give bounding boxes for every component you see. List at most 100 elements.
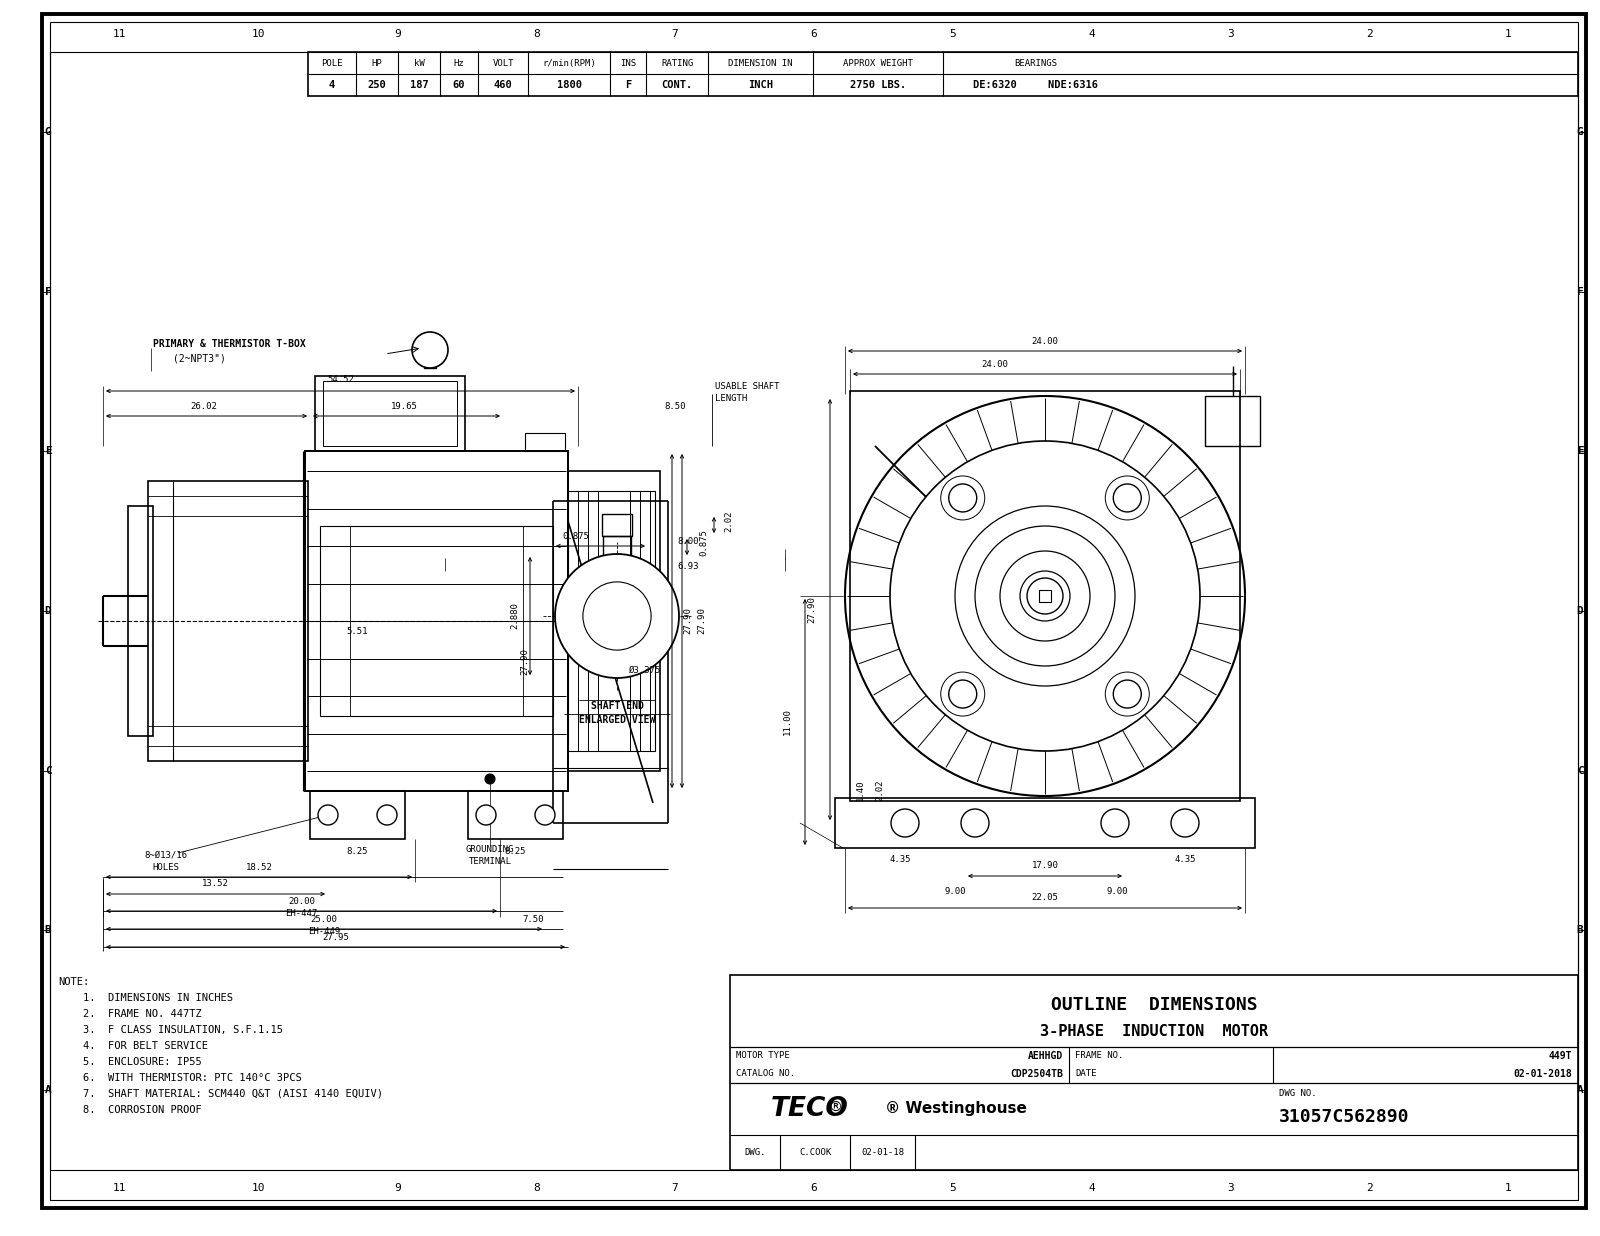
Bar — [424, 358, 437, 368]
Text: C: C — [1576, 766, 1584, 776]
Text: 4.35: 4.35 — [890, 855, 910, 864]
Text: F: F — [626, 80, 630, 90]
Text: 9.00: 9.00 — [944, 887, 966, 896]
Text: kW: kW — [414, 58, 424, 68]
Text: USABLE SHAFT: USABLE SHAFT — [715, 382, 779, 391]
Text: AEHHGD: AEHHGD — [1027, 1051, 1064, 1060]
Text: 3.  F CLASS INSULATION, S.F.1.15: 3. F CLASS INSULATION, S.F.1.15 — [58, 1025, 283, 1035]
Circle shape — [962, 810, 989, 837]
Text: 9: 9 — [394, 1183, 400, 1193]
Text: HOLES: HOLES — [152, 863, 179, 871]
Bar — [469, 791, 563, 839]
Bar — [568, 491, 654, 751]
Text: ® Westinghouse: ® Westinghouse — [885, 1101, 1027, 1116]
Text: F: F — [1576, 287, 1584, 297]
Text: 1800: 1800 — [557, 80, 581, 90]
Text: CATALOG NO.: CATALOG NO. — [736, 1069, 795, 1079]
Circle shape — [413, 332, 448, 368]
Text: 31057C562890: 31057C562890 — [1278, 1107, 1410, 1126]
Bar — [835, 798, 1254, 848]
Text: ENLARGED VIEW: ENLARGED VIEW — [579, 714, 654, 726]
Text: 9.00: 9.00 — [1106, 887, 1128, 896]
Text: VOLT: VOLT — [493, 58, 514, 68]
Text: 3: 3 — [1227, 1183, 1234, 1193]
Text: 17.90: 17.90 — [1032, 861, 1059, 870]
Text: B: B — [1576, 926, 1584, 936]
Text: D: D — [1576, 606, 1584, 616]
Text: 24.00: 24.00 — [981, 360, 1008, 368]
Text: E: E — [45, 446, 51, 456]
Text: OUTLINE  DIMENSIONS: OUTLINE DIMENSIONS — [1051, 996, 1258, 1014]
Text: CDP2504TB: CDP2504TB — [1010, 1069, 1064, 1079]
Circle shape — [1027, 578, 1062, 614]
Bar — [309, 52, 1578, 96]
Text: 54.52: 54.52 — [326, 375, 354, 383]
Text: FRAME NO.: FRAME NO. — [1075, 1052, 1123, 1060]
Text: 5.51: 5.51 — [347, 627, 368, 635]
Text: HP: HP — [371, 58, 382, 68]
Text: 4: 4 — [1088, 1183, 1094, 1193]
Text: 4.  FOR BELT SERVICE: 4. FOR BELT SERVICE — [58, 1041, 208, 1051]
Text: 1.  DIMENSIONS IN INCHES: 1. DIMENSIONS IN INCHES — [58, 993, 234, 1002]
Text: Hz: Hz — [454, 58, 464, 68]
Text: C.COOK: C.COOK — [798, 1148, 830, 1157]
Circle shape — [485, 774, 494, 784]
Text: TERMINAL: TERMINAL — [469, 857, 512, 865]
Text: PRIMARY & THERMISTOR T-BOX: PRIMARY & THERMISTOR T-BOX — [154, 339, 306, 349]
Circle shape — [1114, 485, 1141, 512]
Text: 3-PHASE  INDUCTION  MOTOR: 3-PHASE INDUCTION MOTOR — [1040, 1023, 1269, 1038]
Bar — [128, 506, 154, 735]
Text: 27.90: 27.90 — [683, 608, 693, 634]
Text: 27.90: 27.90 — [698, 608, 707, 634]
Text: INCH: INCH — [749, 80, 773, 90]
Text: 2: 2 — [1366, 28, 1373, 40]
Bar — [603, 536, 630, 557]
Bar — [306, 451, 568, 791]
Text: DWG NO.: DWG NO. — [1278, 1089, 1317, 1098]
Text: 5: 5 — [949, 1183, 957, 1193]
Text: B: B — [45, 926, 51, 936]
Text: 7.50: 7.50 — [522, 915, 544, 923]
Circle shape — [891, 810, 918, 837]
Text: G: G — [1576, 127, 1584, 137]
Text: NOTE:: NOTE: — [58, 976, 90, 988]
Text: 1: 1 — [1506, 1183, 1512, 1193]
Text: 460: 460 — [494, 80, 512, 90]
Bar — [602, 514, 632, 536]
Text: 2.02: 2.02 — [875, 779, 885, 801]
Text: 2750 LBS.: 2750 LBS. — [850, 80, 906, 90]
Text: POLE: POLE — [322, 58, 342, 68]
Text: 8.25: 8.25 — [504, 847, 526, 855]
Text: 22.05: 22.05 — [1032, 894, 1059, 902]
Text: 11.00: 11.00 — [782, 708, 792, 735]
Text: 7: 7 — [672, 28, 678, 40]
Text: 10: 10 — [251, 1183, 266, 1193]
Text: 2.880: 2.880 — [510, 603, 520, 629]
Text: 13.52: 13.52 — [202, 880, 229, 889]
Bar — [525, 433, 565, 451]
Text: 4: 4 — [330, 80, 334, 90]
Text: 11: 11 — [112, 28, 126, 40]
Text: 0.875: 0.875 — [563, 531, 589, 540]
Text: GROUNDING: GROUNDING — [466, 844, 514, 854]
Circle shape — [949, 485, 976, 512]
Text: F: F — [45, 287, 51, 297]
Text: 60: 60 — [453, 80, 466, 90]
Circle shape — [534, 805, 555, 824]
Text: EH-449: EH-449 — [307, 927, 341, 936]
Text: TECO: TECO — [771, 1096, 850, 1122]
Text: 27.90: 27.90 — [808, 596, 816, 623]
Text: D: D — [45, 606, 51, 616]
Text: INS: INS — [619, 58, 637, 68]
Text: 20.00: 20.00 — [288, 896, 315, 906]
Bar — [315, 376, 466, 451]
Text: DWG.: DWG. — [744, 1148, 766, 1157]
Text: LENGTH: LENGTH — [715, 393, 747, 403]
Text: A: A — [45, 1085, 51, 1095]
Text: E: E — [1576, 446, 1584, 456]
Text: 250: 250 — [368, 80, 386, 90]
Text: 1: 1 — [1506, 28, 1512, 40]
Bar — [310, 791, 405, 839]
Text: 449T: 449T — [1549, 1051, 1571, 1060]
Text: ®: ® — [829, 1101, 842, 1115]
